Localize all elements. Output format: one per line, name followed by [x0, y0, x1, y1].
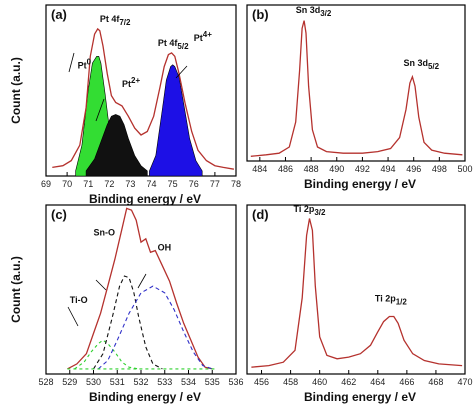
x-tick-label: 73 — [125, 179, 135, 189]
spectrum-line — [251, 218, 463, 368]
x-tick-label: 531 — [110, 377, 125, 387]
x-tick-label: 536 — [228, 377, 243, 387]
component-line-ti-o — [74, 339, 139, 370]
x-tick-label: 456 — [254, 377, 269, 387]
peak-annotation: Pt 4f7/2 — [100, 14, 131, 27]
envelope-line — [52, 27, 235, 170]
plot-frame — [246, 204, 466, 375]
panel-a: 69 70 71 72 73 74 75 76 77 78 Binding energy / eV C… — [9, 4, 241, 206]
annotation-leader-line — [68, 52, 75, 73]
x-tick-label: 468 — [428, 377, 443, 387]
x-tick-label: 69 — [41, 179, 51, 189]
component-line-sn-o — [93, 275, 163, 370]
x-tick-label: 498 — [432, 164, 447, 174]
x-tick-label: 530 — [86, 377, 101, 387]
envelope-line — [67, 207, 213, 370]
x-tick-label: 462 — [341, 377, 356, 387]
panel-b: 484 486 488 490 492 494 496 498 500 Binding energ… — [246, 4, 473, 191]
x-tick-label: 486 — [278, 164, 293, 174]
peak-annotation: Sn 3d3/2 — [296, 5, 332, 18]
x-tick-label: 464 — [370, 377, 385, 387]
x-tick-label: 496 — [406, 164, 421, 174]
x-axis-label: Binding energy / eV — [89, 192, 201, 206]
x-tick-label: 494 — [381, 164, 396, 174]
x-tick-label: 460 — [312, 377, 327, 387]
annotation-leader-line — [175, 65, 188, 79]
y-axis-label: Count (a.u.) — [9, 256, 23, 323]
y-axis-label: Count (a.u.) — [9, 57, 23, 124]
x-tick-label: 77 — [210, 179, 220, 189]
x-tick-label: 500 — [457, 164, 472, 174]
peak-annotation: Pt0 — [78, 57, 92, 70]
peak-annotation: Pt 4f5/2 — [158, 38, 189, 51]
x-tick-label: 70 — [62, 179, 72, 189]
x-axis-label: Binding energy / eV — [304, 390, 416, 404]
component-peak-fill — [149, 64, 203, 177]
x-tick-label: 492 — [355, 164, 370, 174]
peak-annotation: Sn 3d5/2 — [403, 58, 439, 71]
panel-d: 456 458 460 462 464 466 468 470 Binding energy /… — [246, 204, 473, 404]
x-tick-label: 488 — [304, 164, 319, 174]
x-tick-label: 75 — [168, 179, 178, 189]
x-tick-label: 484 — [252, 164, 267, 174]
peak-annotation: Pt2+ — [122, 76, 140, 89]
peak-annotation: Pt4+ — [194, 30, 212, 43]
x-tick-label: 528 — [38, 377, 53, 387]
x-tick-label: 535 — [205, 377, 220, 387]
panel-label: (d) — [252, 207, 269, 222]
x-tick-label: 533 — [157, 377, 172, 387]
x-tick-label: 458 — [283, 377, 298, 387]
annotation-leader-line — [67, 306, 79, 327]
panel-label: (b) — [252, 7, 269, 22]
x-tick-label: 76 — [189, 179, 199, 189]
x-tick-label: 534 — [181, 377, 196, 387]
annotation-leader-line — [137, 273, 147, 289]
panel-label: (a) — [51, 7, 67, 22]
peak-annotation: OH — [158, 243, 172, 253]
x-tick-label: 71 — [83, 179, 93, 189]
x-axis-label: Binding energy / eV — [304, 177, 416, 191]
plot-frame — [45, 204, 237, 375]
x-tick-label: 74 — [147, 179, 157, 189]
x-tick-label: 490 — [329, 164, 344, 174]
panel-label: (c) — [51, 207, 67, 222]
x-tick-label: 466 — [399, 377, 414, 387]
x-tick-label: 78 — [231, 179, 241, 189]
annotation-leader-line — [95, 98, 105, 122]
x-axis-label: Binding energy / eV — [89, 390, 201, 404]
peak-annotation: Ti 2p3/2 — [294, 204, 327, 217]
peak-annotation: Ti-O — [70, 295, 88, 305]
spectrum-line — [250, 20, 463, 157]
annotation-leader-line — [95, 279, 107, 291]
x-tick-label: 529 — [62, 377, 77, 387]
peak-annotation: Ti 2p1/2 — [375, 293, 408, 306]
x-tick-label: 470 — [457, 377, 472, 387]
peak-annotation: Sn-O — [94, 227, 116, 237]
component-line-oh — [97, 285, 213, 370]
plot-frame — [246, 4, 466, 162]
x-tick-label: 532 — [133, 377, 148, 387]
x-tick-label: 72 — [104, 179, 114, 189]
panel-c: 528 529 530 531 532 533 534 535 536 Binding energ… — [9, 204, 244, 404]
component-peak-fill — [85, 114, 148, 177]
